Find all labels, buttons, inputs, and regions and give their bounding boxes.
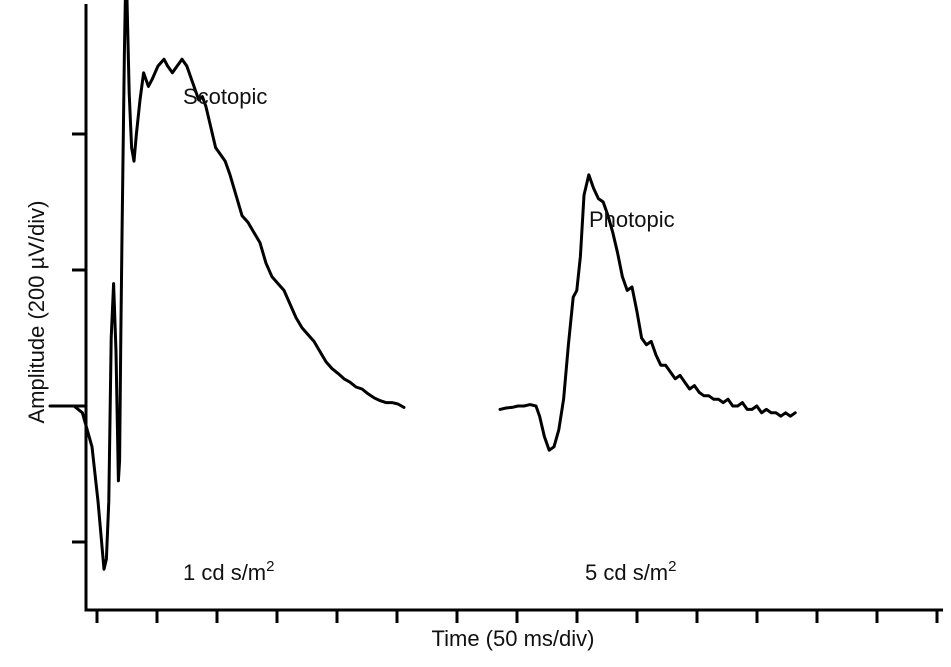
y-axis-label: Amplitude (200 µV/div) <box>24 201 49 424</box>
photopic-label: Photopic <box>589 207 675 232</box>
photopic-intensity: 5 cd s/m2 <box>585 558 676 585</box>
scotopic-intensity-superscript: 2 <box>266 558 274 575</box>
scotopic-label: Scotopic <box>183 84 267 109</box>
axes <box>72 4 943 623</box>
scotopic-trace <box>48 0 406 571</box>
labels: Time (50 ms/div) Amplitude (200 µV/div) Sc… <box>24 84 676 651</box>
traces <box>48 0 797 571</box>
x-axis-label: Time (50 ms/div) <box>432 626 595 651</box>
scotopic-intensity: 1 cd s/m2 <box>183 558 274 585</box>
photopic-intensity-superscript: 2 <box>668 558 676 575</box>
photopic-trace <box>498 173 797 452</box>
